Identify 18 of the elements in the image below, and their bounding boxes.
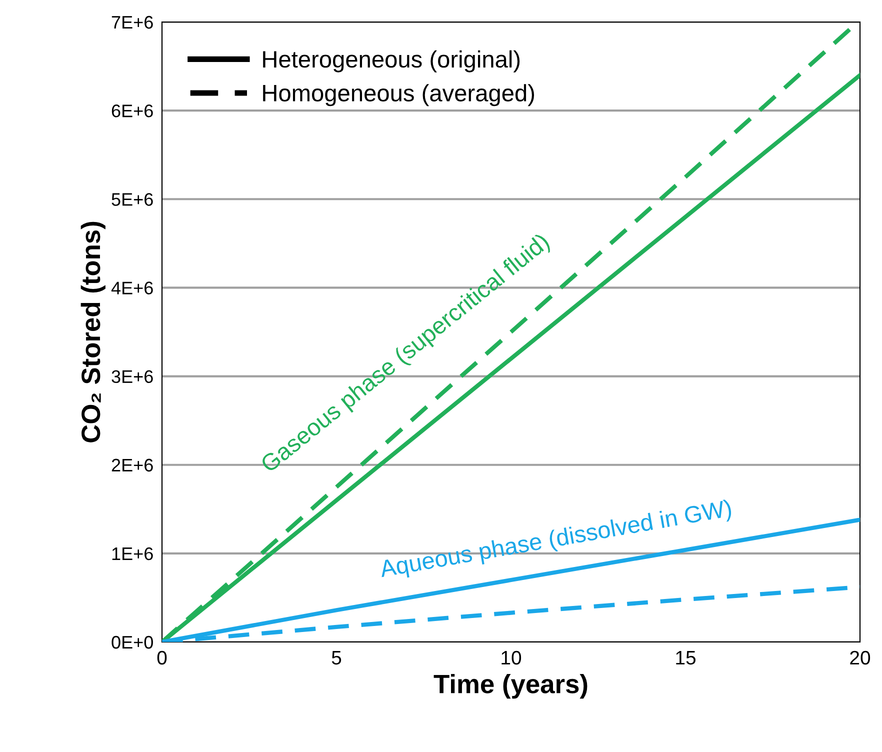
x-tick-label: 0 [157,650,167,665]
annotation: Heterogeneous (original) [263,50,520,72]
y-tick-label: 0E+0 [112,636,153,649]
y-tick-label: 3E+6 [112,370,153,384]
x-axis-title: Time (years) [434,674,588,699]
y-tick-label: 5E+6 [112,193,153,206]
annotation: Homogeneous (averaged) [263,84,534,106]
y-axis-title: CO₂ Stored (tons) [80,222,106,442]
annotation: Aqueous phase (dissolved in GW) [378,498,733,582]
x-tick-label: 5 [332,651,342,665]
y-tick-label: 1E+6 [112,547,153,560]
x-tick-label: 10 [502,650,522,665]
y-tick-label: 2E+6 [112,458,153,472]
x-tick-label: 15 [676,651,696,665]
y-tick-label: 4E+6 [111,282,153,294]
x-tick-label: 20 [850,650,870,665]
y-tick-label: 7E+6 [112,16,153,29]
y-tick-label: 6E+6 [112,104,153,118]
